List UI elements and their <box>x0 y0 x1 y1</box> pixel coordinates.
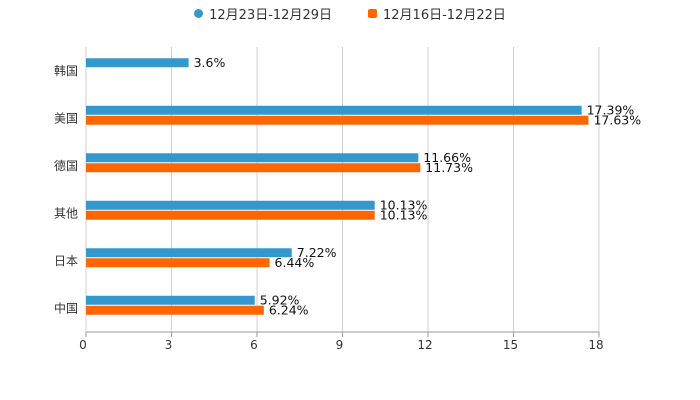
x-tick-label-3: 3 <box>165 338 173 352</box>
bar-series-2-3[interactable] <box>86 210 375 220</box>
data-label-series-2-4: 6.44% <box>275 255 315 270</box>
bar-series-2-2[interactable] <box>86 163 421 173</box>
legend-label-series-1: 12月23日-12月29日 <box>209 8 332 23</box>
data-label-series-1-0: 3.6% <box>194 55 226 70</box>
data-label-series-1-2: 11.66% <box>423 150 471 165</box>
x-tick-label-12: 12 <box>417 338 432 352</box>
x-tick-label-6: 6 <box>250 338 258 352</box>
x-tick-label-9: 9 <box>336 338 344 352</box>
data-label-series-1-5: 5.92% <box>260 292 300 307</box>
bar-series-2-5[interactable] <box>86 305 264 315</box>
bar-series-1-2[interactable] <box>86 153 419 163</box>
bar-series-1-4[interactable] <box>86 248 292 258</box>
data-label-series-2-3: 10.13% <box>380 207 428 222</box>
y-category-label-5: 中国 <box>54 300 78 315</box>
data-label-series-2-2: 11.73% <box>425 160 473 175</box>
legend-item-series-1[interactable]: 12月23日-12月29日 <box>194 4 332 23</box>
y-category-label-4: 日本 <box>54 254 78 268</box>
x-tick-label-15: 15 <box>503 338 518 352</box>
bar-series-1-5[interactable] <box>86 295 255 305</box>
data-label-series-1-3: 10.13% <box>380 197 428 212</box>
data-label-series-2-5: 6.24% <box>269 302 309 317</box>
y-category-label-1: 美国 <box>54 111 78 125</box>
x-tick-label-18: 18 <box>588 338 603 352</box>
y-category-label-2: 德国 <box>54 158 78 173</box>
y-category-label-0: 韩国 <box>54 63 78 78</box>
legend-item-series-2[interactable]: 12月16日-12月22日 <box>368 4 506 23</box>
data-label-series-1-4: 7.22% <box>297 245 337 260</box>
bar-series-1-1[interactable] <box>86 105 582 115</box>
data-label-series-1-1: 17.39% <box>587 102 635 117</box>
legend-swatch-series-2 <box>368 9 377 18</box>
bar-series-2-4[interactable] <box>86 258 270 268</box>
y-category-label-3: 其他 <box>54 206 78 220</box>
bar-series-1-0[interactable] <box>86 58 189 68</box>
bar-series-1-3[interactable] <box>86 200 375 210</box>
legend-swatch-series-1 <box>194 9 204 18</box>
x-tick-label-0: 0 <box>79 338 87 352</box>
data-label-series-2-1: 17.63% <box>593 112 641 127</box>
chart-legend: 12月23日-12月29日 12月16日-12月22日 <box>0 4 700 23</box>
bar-series-2-1[interactable] <box>86 115 589 125</box>
legend-label-series-2: 12月16日-12月22日 <box>383 8 506 23</box>
